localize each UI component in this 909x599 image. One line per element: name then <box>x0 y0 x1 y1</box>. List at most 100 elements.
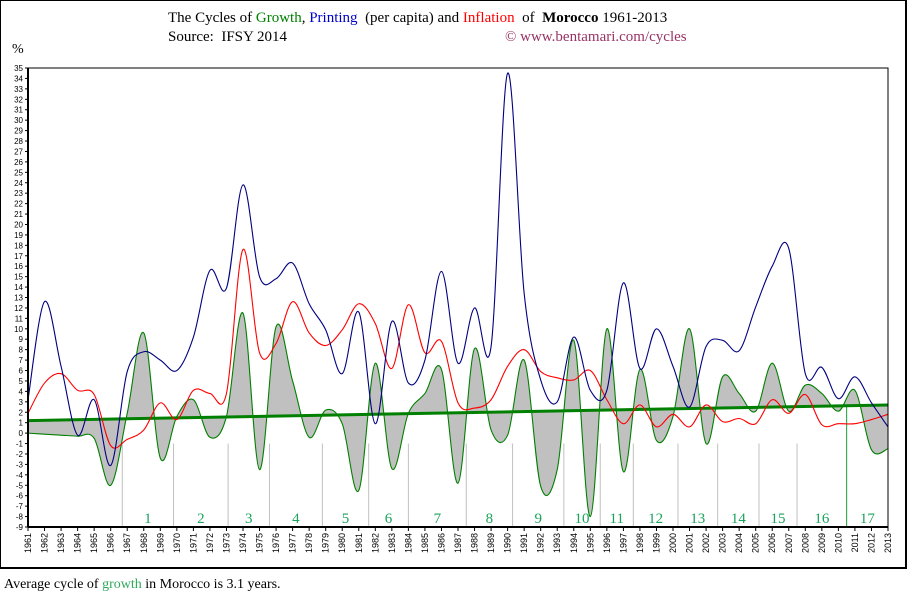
x-tick-label: 1975 <box>255 533 265 553</box>
x-tick-label: 1981 <box>354 533 364 553</box>
y-tick-label: 9 <box>19 335 24 344</box>
x-tick-label: 1994 <box>569 533 579 553</box>
y-tick-label: 10 <box>14 325 23 334</box>
x-tick-label: 2011 <box>850 533 860 552</box>
growth-deviation-fill <box>28 312 888 517</box>
y-tick-label: 34 <box>14 74 23 83</box>
cycle-label: 14 <box>731 511 747 527</box>
title-years: 1961-2013 <box>598 10 668 26</box>
y-axis-label: % <box>12 42 24 57</box>
x-tick-label: 1998 <box>635 533 645 553</box>
title-country: Morocco <box>542 10 599 26</box>
x-tick-label: 1966 <box>106 533 116 553</box>
x-tick-label: 2012 <box>866 533 876 553</box>
printing-line <box>27 72 889 467</box>
y-tick-label: 25 <box>14 168 23 177</box>
x-tick-label: 1983 <box>387 533 397 553</box>
y-tick-label: 30 <box>14 116 23 125</box>
y-tick-label: 24 <box>14 179 23 188</box>
x-tick-label: 1985 <box>420 533 430 553</box>
x-tick-label: 1997 <box>618 533 628 553</box>
x-tick-label: 1999 <box>651 533 661 553</box>
chart-title: The Cycles of Growth, Printing (per capi… <box>168 10 667 27</box>
title-printing: Printing <box>309 10 358 26</box>
y-tick-label: 14 <box>14 283 23 292</box>
x-tick-label: 2003 <box>718 533 728 553</box>
x-tick-label: 1972 <box>205 533 215 553</box>
x-tick-label: 1979 <box>321 533 331 553</box>
x-tick-label: 2000 <box>668 533 678 553</box>
y-tick-label: 13 <box>14 294 23 303</box>
y-tick-label: 3 <box>19 398 24 407</box>
x-tick-label: 1991 <box>519 533 529 553</box>
y-tick-label: 21 <box>14 210 23 219</box>
x-tick-label: 1988 <box>470 533 480 553</box>
y-tick-label: 29 <box>14 127 23 136</box>
x-tick-label: 2001 <box>685 533 695 553</box>
cycle-label: 9 <box>534 511 542 527</box>
y-tick-label: 6 <box>19 367 24 376</box>
title-growth: Growth <box>255 10 302 26</box>
y-tick-label: -8 <box>16 513 24 522</box>
y-tick-label: 35 <box>14 64 23 73</box>
growth-trend-line <box>27 403 889 423</box>
x-tick-label: 2010 <box>833 533 843 553</box>
y-tick-label: -1 <box>16 440 24 449</box>
x-tick-label: 1973 <box>221 533 231 553</box>
x-tick-label: 1961 <box>23 533 33 553</box>
x-tick-label: 1989 <box>486 533 496 553</box>
x-tick-label: 1969 <box>155 533 165 553</box>
footer-note: Average cycle of growth in Morocco is 3.… <box>4 577 281 593</box>
y-tick-label: 4 <box>19 387 24 396</box>
y-tick-label: 31 <box>14 106 23 115</box>
x-tick-label: 2013 <box>883 533 893 553</box>
title-text: (per capita) and <box>357 10 463 26</box>
footer-text: Average cycle of <box>4 577 103 592</box>
x-tick-label: 1990 <box>503 533 513 553</box>
growth-line <box>27 312 889 518</box>
y-tick-label: 1 <box>19 419 24 428</box>
cycle-label: 7 <box>434 511 442 527</box>
x-tick-label: 2008 <box>800 533 810 553</box>
x-tick-label: 1993 <box>552 533 562 553</box>
cycle-label: 6 <box>385 511 393 527</box>
copyright-link[interactable]: © www.bentamari.com/cycles <box>505 29 687 45</box>
cycle-label: 3 <box>245 511 253 527</box>
y-tick-label: -9 <box>16 523 24 532</box>
x-tick-label: 1971 <box>188 533 198 553</box>
y-tick-label: -5 <box>16 481 24 490</box>
y-tick-label: 16 <box>14 262 23 271</box>
cycle-label: 12 <box>648 511 663 527</box>
y-tick-label: 18 <box>14 241 23 250</box>
x-tick-label: 1976 <box>271 533 281 553</box>
x-tick-label: 1986 <box>436 533 446 553</box>
x-tick-label: 1992 <box>536 533 546 553</box>
y-tick-label: 7 <box>19 356 24 365</box>
x-tick-label: 1965 <box>89 533 99 553</box>
y-tick-label: -6 <box>16 492 24 501</box>
x-tick-label: 1996 <box>602 533 612 553</box>
x-tick-label: 1977 <box>288 533 298 553</box>
x-tick-label: 2006 <box>767 533 777 553</box>
y-tick-label: 22 <box>14 200 23 209</box>
y-tick-label: 23 <box>14 189 23 198</box>
x-tick-label: 1970 <box>172 533 182 553</box>
cycle-label: 17 <box>860 511 876 527</box>
y-tick-label: 17 <box>14 252 23 261</box>
footer-text: in Morocco is 3.1 years. <box>141 577 281 592</box>
x-tick-label: 2009 <box>817 533 827 553</box>
x-tick-label: 1978 <box>304 533 314 553</box>
y-tick-label: 27 <box>14 147 23 156</box>
x-tick-label: 1968 <box>139 533 149 553</box>
x-tick-label: 1963 <box>56 533 66 553</box>
y-tick-label: 11 <box>15 314 24 323</box>
y-tick-label: 8 <box>19 346 24 355</box>
x-tick-label: 1962 <box>40 533 50 553</box>
x-tick-label: 1982 <box>370 533 380 553</box>
x-tick-label: 1995 <box>585 533 595 553</box>
y-tick-label: -4 <box>16 471 24 480</box>
x-tick-label: 1984 <box>403 533 413 553</box>
cycle-label: 15 <box>771 511 786 527</box>
y-tick-label: -2 <box>16 450 24 459</box>
